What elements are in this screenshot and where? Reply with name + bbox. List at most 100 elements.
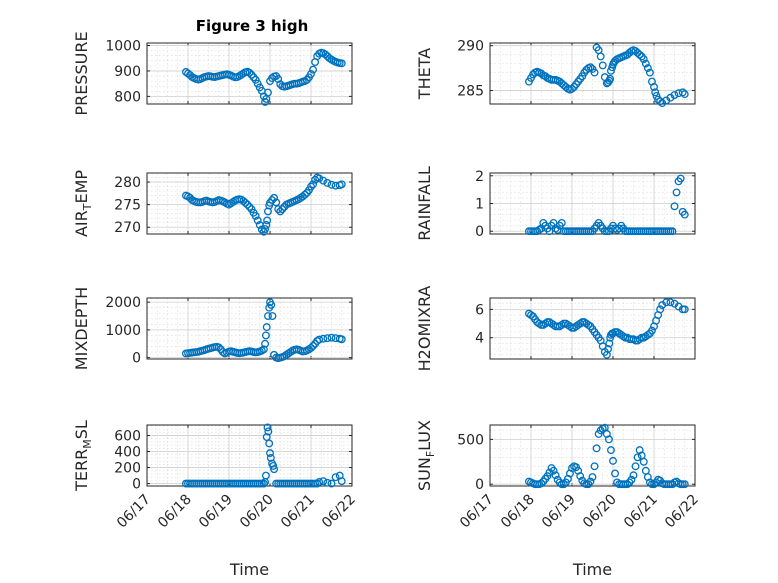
- data-point: [662, 298, 671, 307]
- data-point: [307, 343, 315, 352]
- y-axis-label: PRESSURE: [72, 31, 91, 115]
- data-point: [257, 346, 266, 355]
- data-point: [604, 435, 613, 444]
- data-point: [337, 477, 346, 486]
- data-point: [315, 174, 324, 183]
- data-point: [337, 180, 346, 189]
- data-point: [309, 342, 317, 350]
- data-point: [251, 75, 260, 84]
- data-point: [666, 298, 675, 307]
- data-point: [315, 335, 324, 344]
- data-point: [270, 193, 279, 202]
- y-tick-label: 0: [475, 224, 484, 240]
- data-point: [323, 478, 332, 487]
- y-tick-label: 270: [114, 220, 141, 236]
- axes-box: [489, 424, 696, 487]
- y-tick-label: 1000: [105, 39, 141, 55]
- data-point: [214, 343, 223, 352]
- data-point: [265, 439, 274, 448]
- data-point: [311, 175, 320, 184]
- data-point: [557, 218, 566, 227]
- x-tick-label: 06/17: [457, 492, 497, 532]
- data-point: [648, 326, 656, 335]
- data-point: [627, 475, 636, 484]
- y-tick-label: 200: [114, 461, 141, 477]
- y-axis-label: SUNFLUX: [415, 420, 437, 491]
- data-point: [337, 59, 346, 68]
- data-point: [680, 90, 689, 99]
- subplot-sun-flux: 06/17 06/18 06/19 06/20 06/21 06/22 0 500 SUNFLU…: [415, 420, 702, 579]
- data-point: [323, 334, 332, 343]
- data-point: [274, 75, 283, 84]
- data-point: [590, 68, 599, 77]
- x-axis-label: Time: [572, 560, 612, 579]
- data-point: [253, 216, 262, 225]
- y-tick-label: 0: [475, 477, 484, 493]
- data-point: [241, 198, 250, 207]
- data-point: [619, 332, 628, 341]
- data-point: [268, 312, 277, 320]
- data-point: [309, 180, 317, 189]
- data-point: [605, 339, 614, 348]
- y-tick-label: 900: [114, 64, 141, 80]
- data-point: [535, 225, 544, 234]
- subplot-h2omixra: 4 6 H2OMIXRA: [415, 286, 696, 372]
- data-point: [670, 202, 679, 211]
- data-point: [259, 345, 268, 354]
- data-point: [327, 479, 336, 488]
- data-point: [611, 469, 619, 478]
- data-point: [643, 330, 652, 339]
- data-point: [307, 70, 315, 78]
- data-point: [670, 91, 679, 99]
- data-point: [327, 180, 336, 189]
- data-point: [327, 333, 336, 342]
- data-point: [680, 210, 689, 219]
- data-point: [623, 480, 632, 489]
- data-point: [607, 446, 615, 455]
- data-point: [551, 471, 560, 480]
- data-point: [261, 331, 270, 340]
- subplot-terr-msl: 06/17 06/18 06/19 06/20 06/21 06/22 0200400600…: [72, 420, 359, 579]
- data-point: [604, 345, 613, 354]
- data-point: [584, 321, 593, 329]
- data-point: [270, 465, 279, 474]
- x-tick-label: 06/22: [319, 492, 359, 532]
- data-point: [641, 466, 650, 475]
- data-point: [276, 207, 285, 216]
- data-point: [656, 305, 665, 314]
- data-point: [269, 461, 278, 470]
- y-axis-label: TERRMSL: [72, 420, 94, 492]
- x-tick-label: 06/22: [662, 492, 702, 532]
- y-axis-label: H2OMIXRA: [415, 286, 434, 372]
- x-axis-label: Time: [229, 560, 269, 579]
- data-point: [586, 63, 595, 72]
- data-point: [261, 225, 270, 233]
- data-point: [527, 311, 535, 319]
- subplot-mixdepth: 0 1000 2000 MIXDEPTH: [72, 287, 353, 370]
- data-point: [251, 211, 260, 220]
- subplot-rainfall: 0 1 2 RAINFALL: [415, 166, 696, 241]
- data-point: [651, 88, 660, 97]
- data-point: [602, 350, 611, 359]
- axes-box: [489, 42, 696, 105]
- data-point: [300, 190, 309, 199]
- y-tick-label: 275: [114, 198, 141, 214]
- y-tick-label: 600: [114, 428, 141, 444]
- x-tick-label: 06/21: [621, 492, 661, 532]
- data-point: [319, 176, 328, 185]
- data-point: [680, 305, 689, 314]
- data-point: [272, 198, 281, 207]
- y-axis-label: THETA: [415, 48, 434, 100]
- y-tick-label: 2: [475, 169, 484, 185]
- data-point: [576, 472, 585, 481]
- data-point: [253, 79, 262, 88]
- data-point: [568, 84, 576, 93]
- data-point: [639, 55, 648, 64]
- data-point: [264, 427, 273, 436]
- data-point: [261, 339, 270, 348]
- data-point: [598, 61, 607, 70]
- data-point: [266, 453, 275, 462]
- data-point: [257, 225, 266, 234]
- data-point: [631, 462, 640, 471]
